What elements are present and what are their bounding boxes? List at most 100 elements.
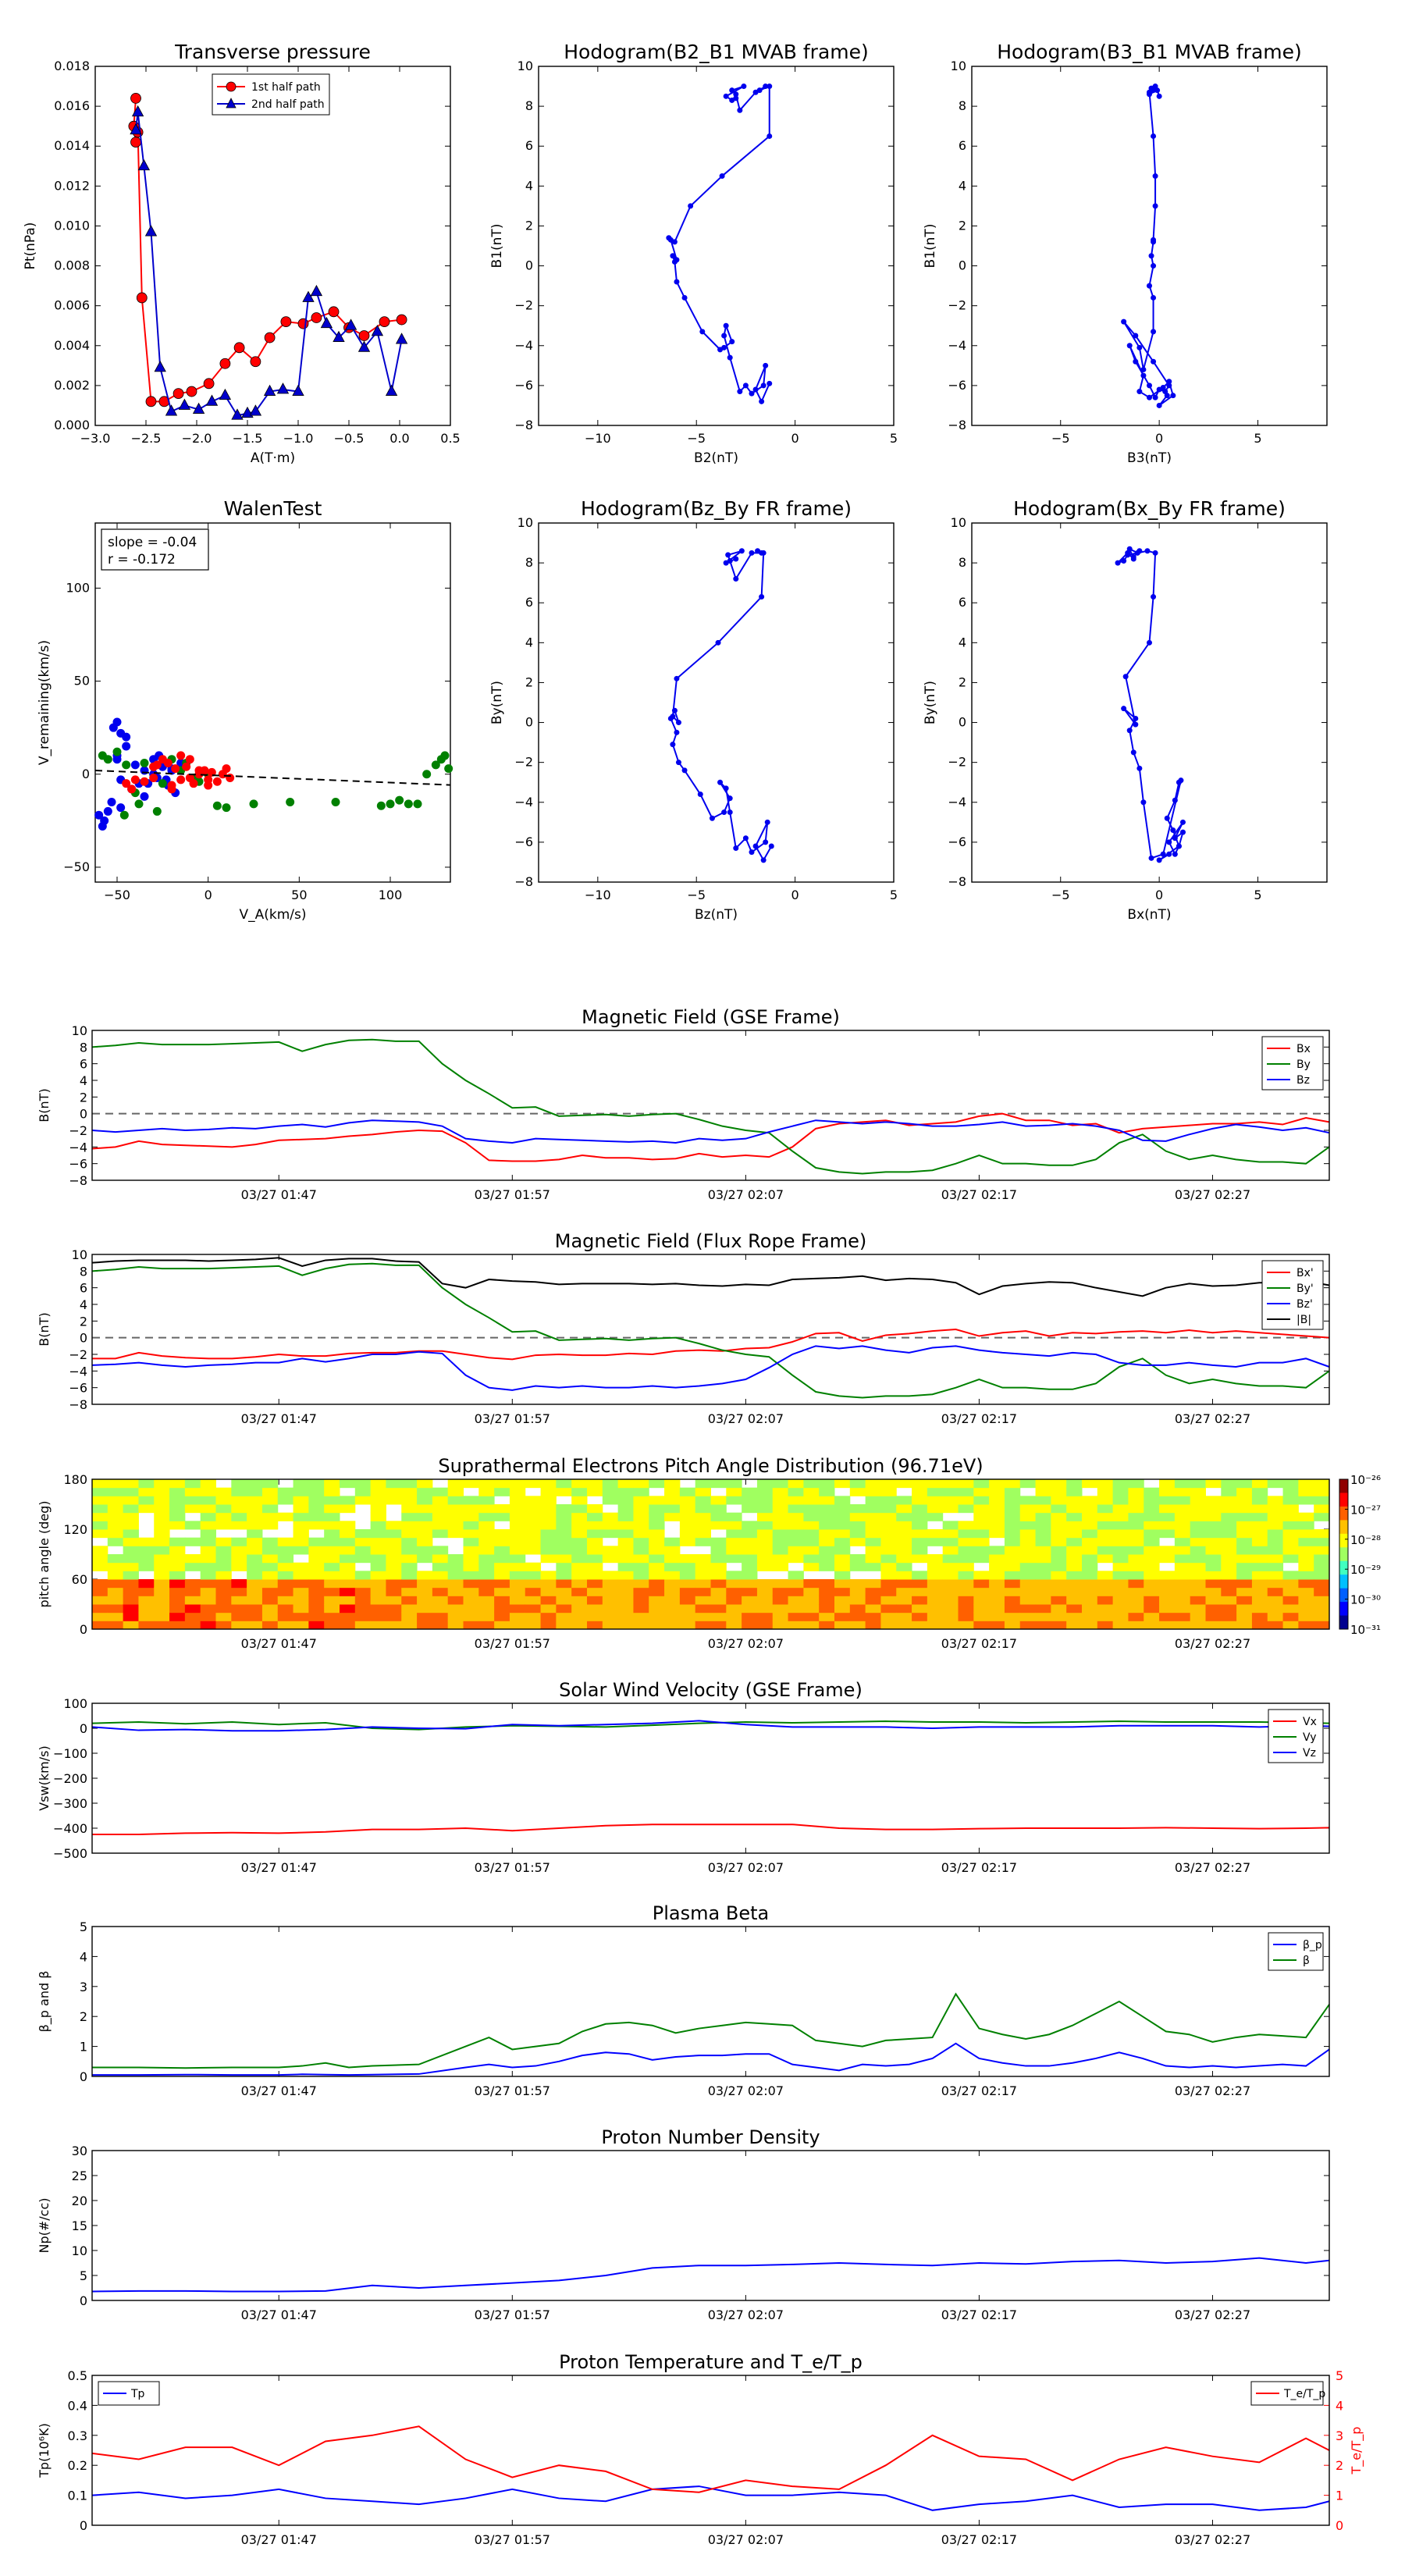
scatter-point: [249, 799, 258, 809]
heatmap-cell: [463, 1546, 479, 1555]
heatmap-cell: [726, 1612, 742, 1621]
hodogram-point: [749, 849, 755, 856]
heatmap-cell: [865, 1554, 881, 1564]
heatmap-cell: [1097, 1587, 1114, 1596]
heatmap-cell: [880, 1587, 897, 1596]
heatmap-cell: [200, 1504, 216, 1514]
heatmap-cell: [633, 1496, 649, 1505]
hodogram-point: [1166, 839, 1172, 845]
heatmap-cell: [401, 1571, 418, 1580]
heatmap-cell: [494, 1487, 510, 1496]
heatmap-cell: [370, 1596, 386, 1605]
x-tick-label: 5: [1254, 888, 1261, 902]
x-tick-label: −1.0: [283, 431, 314, 446]
heatmap-cell: [417, 1487, 433, 1496]
y-axis-label: Np(#/cc): [37, 2198, 52, 2254]
heatmap-cell: [912, 1579, 928, 1589]
hodogram-point: [681, 767, 688, 774]
heatmap-cell: [1282, 1479, 1299, 1489]
y-tick-label: 0.014: [54, 138, 90, 153]
heatmap-cell: [1282, 1537, 1299, 1546]
hodogram-point: [760, 382, 767, 389]
heatmap-cell: [540, 1537, 557, 1546]
heatmap-cell: [633, 1562, 649, 1571]
hodogram-point: [697, 792, 703, 798]
y2-tick-label: 5: [1336, 2368, 1343, 2383]
data-point: [233, 342, 245, 354]
heatmap-cell: [340, 1604, 356, 1614]
heatmap-cell: [1298, 1579, 1314, 1589]
legend-label: T_e/T_p: [1283, 2388, 1325, 2400]
heatmap-cell: [494, 1571, 510, 1580]
data-point: [358, 330, 370, 341]
hodogram-point: [1156, 93, 1162, 99]
heatmap-cell: [324, 1621, 340, 1630]
heatmap-cell: [772, 1504, 789, 1514]
heatmap-cell: [695, 1521, 711, 1530]
heatmap-cell: [92, 1579, 108, 1589]
colorbar-tick-label: 10⁻²⁷: [1350, 1503, 1381, 1517]
heatmap-cell: [834, 1537, 851, 1546]
chart-hodogram-b2-b1: Hodogram(B2_B1 MVAB frame)−10 −5 0 5−8−6−4−…: [489, 41, 898, 466]
heatmap-cell: [710, 1479, 727, 1489]
data-point: [292, 384, 304, 396]
hodogram-point: [752, 386, 759, 393]
hodogram-point: [1147, 394, 1152, 400]
heatmap-cell: [123, 1504, 139, 1514]
heatmap-cell: [1144, 1562, 1160, 1571]
data-point: [385, 384, 398, 396]
heatmap-cell: [1236, 1587, 1253, 1596]
heatmap-cell: [1267, 1554, 1284, 1564]
heatmap-cell: [819, 1529, 835, 1539]
colorbar-tick-label: 10⁻²⁸: [1350, 1533, 1381, 1547]
heatmap-cell: [1282, 1529, 1299, 1539]
chart-title: Proton Number Density: [601, 2126, 820, 2148]
heatmap-cell: [1082, 1521, 1098, 1530]
heatmap-cell: [1082, 1579, 1098, 1589]
heatmap-cell: [154, 1529, 170, 1539]
heatmap-cell: [834, 1512, 851, 1521]
hodogram-point: [767, 380, 773, 386]
heatmap-cell: [819, 1487, 835, 1496]
heatmap-cell: [1004, 1529, 1021, 1539]
colorbar-segment: [1339, 1574, 1348, 1589]
hodogram-point: [1151, 237, 1157, 243]
heatmap-cell: [417, 1604, 433, 1614]
heatmap-cell: [1128, 1587, 1144, 1596]
heatmap-cell: [247, 1612, 263, 1621]
heatmap-cell: [803, 1546, 820, 1555]
y-tick-label: 5: [80, 1920, 87, 1934]
heatmap-cell: [463, 1479, 479, 1489]
heatmap-cell: [989, 1554, 1005, 1564]
heatmap-cell: [215, 1596, 232, 1605]
heatmap-cell: [1004, 1546, 1021, 1555]
heatmap-cell: [1097, 1579, 1114, 1589]
colorbar-tick-label: 10⁻²⁶: [1350, 1473, 1381, 1487]
x-tick-label: 03/27 01:57: [475, 2532, 550, 2547]
heatmap-cell: [1267, 1496, 1284, 1505]
x-tick-label: −2.0: [182, 431, 212, 446]
hodogram-point: [1133, 715, 1139, 721]
heatmap-cell: [865, 1587, 881, 1596]
heatmap-cell: [958, 1621, 974, 1630]
heatmap-cell: [834, 1612, 851, 1621]
heatmap-cell: [432, 1562, 449, 1571]
heatmap-cell: [184, 1479, 201, 1489]
y2-axis-label: T_e/T_p: [1349, 2427, 1364, 2475]
axes-frame: [971, 66, 1328, 426]
heatmap-cell: [912, 1521, 928, 1530]
hodogram-point: [1179, 829, 1186, 835]
hodogram-point: [1166, 382, 1172, 389]
heatmap-cell: [788, 1512, 804, 1521]
heatmap-cell: [1190, 1529, 1206, 1539]
heatmap-cell: [803, 1554, 820, 1564]
heatmap-cell: [942, 1504, 959, 1514]
heatmap-cell: [942, 1621, 959, 1630]
heatmap-cell: [1004, 1579, 1021, 1589]
y-tick-label: 6: [525, 138, 533, 153]
heatmap-cell: [540, 1604, 557, 1614]
heatmap-cell: [1066, 1496, 1083, 1505]
y-tick-label: 6: [959, 138, 966, 153]
heatmap-cell: [509, 1604, 526, 1614]
